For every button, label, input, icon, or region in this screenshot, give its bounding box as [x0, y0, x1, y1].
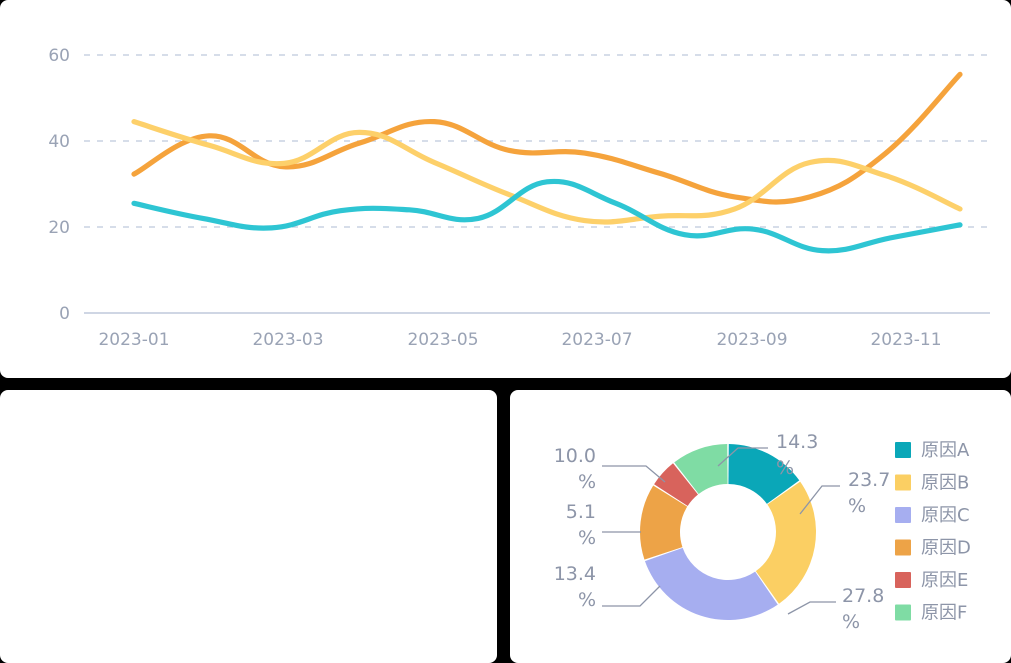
leader-line: [717, 447, 768, 467]
legend-swatch: [895, 604, 911, 621]
legend-label[interactable]: 原因C: [921, 505, 970, 526]
reason-distribution-donut-panel: 14.3% 23.7% 27.8% 13.4% 5.1% 10.0% 原因A 原因B 原因C 原…: [510, 390, 1011, 663]
x-tick-2023-09: 2023-09: [716, 330, 787, 350]
percent-value: 5.1: [566, 501, 596, 523]
weight-donut-svg: 0-1kg1-3kg3-10kg10kg+: [0, 390, 497, 663]
reason-donut-leader-lines: [602, 447, 840, 615]
legend-swatch: [895, 474, 911, 491]
x-tick-2023-01: 2023-01: [98, 330, 169, 350]
x-tick-2023-11: 2023-11: [870, 330, 941, 350]
line-chart-svg: 60 40 20 0 2023-01 2023-03 2023-05 2023-…: [48, 46, 990, 350]
percent-value: 13.4: [554, 563, 596, 585]
reason-donut-segment[interactable]: [639, 485, 688, 560]
x-tick-2023-05: 2023-05: [407, 330, 478, 350]
legend-swatch: [895, 572, 911, 588]
x-axis-labels: 2023-01 2023-03 2023-05 2023-07 2023-09 …: [98, 330, 941, 350]
legend-swatch: [895, 442, 911, 458]
reason-donut-segment[interactable]: [644, 547, 778, 620]
percent-unit: %: [578, 589, 596, 611]
reason-donut-segment[interactable]: [654, 463, 698, 506]
y-tick-20: 20: [48, 218, 70, 238]
legend-label[interactable]: 原因B: [921, 473, 969, 494]
leader-line: [787, 601, 836, 615]
leader-line: [602, 585, 661, 607]
reason-donut-svg: 14.3%23.7%27.8%13.4%5.1%10.0% 原因A原因B原因C原…: [554, 431, 971, 633]
y-tick-60: 60: [48, 46, 70, 66]
reason-donut-segment[interactable]: [728, 444, 800, 504]
y-axis-labels: 60 40 20 0: [48, 46, 70, 324]
weight-distribution-donut-panel: 0-1kg1-3kg3-10kg10kg+: [0, 390, 497, 663]
percent-value: 27.8: [842, 585, 884, 607]
legend-label[interactable]: 原因A: [921, 440, 970, 461]
percent-unit: %: [776, 457, 794, 479]
y-tick-40: 40: [48, 132, 70, 152]
gridlines: [84, 54, 990, 314]
leader-line: [602, 465, 666, 483]
percent-unit: %: [842, 611, 860, 633]
percent-value: 23.7: [848, 469, 890, 491]
line-series-group: [131, 71, 963, 254]
percent-value: 10.0: [554, 445, 596, 467]
x-tick-2023-07: 2023-07: [561, 330, 632, 350]
legend-swatch: [895, 507, 911, 523]
y-tick-0: 0: [59, 304, 70, 324]
x-tick-2023-03: 2023-03: [252, 330, 323, 350]
line-series-teal: [131, 178, 963, 254]
percent-value: 14.3: [776, 431, 818, 453]
percent-unit: %: [578, 527, 596, 549]
reason-donut-percent-labels: 14.3% 23.7% 27.8% 13.4% 5.1% 10.0%: [554, 431, 891, 633]
legend-label[interactable]: 原因F: [921, 603, 967, 624]
percent-unit: %: [578, 471, 596, 493]
monthly-trend-line-chart-panel: 60 40 20 0 2023-01 2023-03 2023-05 2023-…: [0, 0, 1011, 378]
reason-donut-segment[interactable]: [674, 444, 728, 495]
reason-donut-legend: 原因A 原因B 原因C 原因D 原因E 原因F: [895, 440, 971, 624]
legend-label[interactable]: 原因E: [921, 570, 968, 591]
leader-line: [799, 485, 840, 515]
line-series-light-yellow: [131, 119, 963, 225]
legend-label[interactable]: 原因D: [921, 538, 971, 559]
legend-swatch: [895, 539, 911, 556]
percent-unit: %: [848, 495, 866, 517]
